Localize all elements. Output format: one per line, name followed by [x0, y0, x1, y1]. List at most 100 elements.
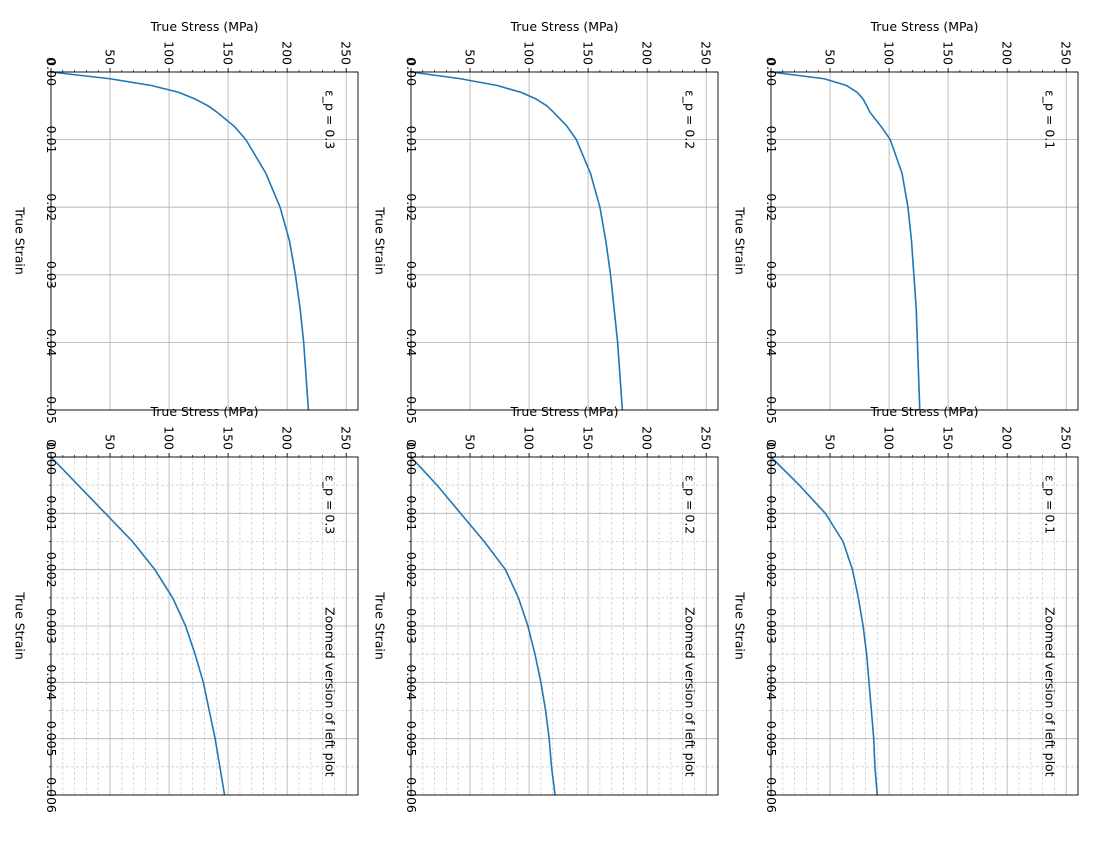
y-tick-label: 250 [339, 41, 354, 65]
x-tick-label: 0.00 [404, 58, 419, 86]
x-tick-label: 0.005 [44, 721, 59, 757]
stress-strain-line [770, 71, 921, 411]
x-tick-label: 0.000 [44, 439, 59, 475]
y-tick-label: 150 [221, 426, 236, 450]
panel-5: 0 50 100 150 200 250 0.000 0.001 0.002 0.003 0.004… [373, 404, 719, 813]
x-tick-label: 0.003 [44, 608, 59, 644]
x-tick-label: 0.03 [404, 261, 419, 289]
y-tick-label: 200 [1000, 426, 1015, 450]
y-tick-label: 200 [1000, 41, 1015, 65]
x-tick-label: 0.00 [764, 58, 779, 86]
stress-strain-line [50, 71, 310, 411]
y-tick-label: 200 [280, 41, 295, 65]
x-tick-label: 0.03 [44, 261, 59, 289]
y-tick-label: 0 [404, 442, 419, 450]
axes-frame [770, 71, 1079, 411]
x-tick-label: 0.05 [44, 396, 59, 424]
x-axis-label: True Strain [733, 206, 748, 275]
panel-1: 0 50 100 150 200 250 0.00 0.01 0.02 0.03 0.04 0.05 T… [13, 19, 359, 424]
y-tick-label: 50 [103, 434, 118, 450]
strain-annotation: ε_p = 0.1 [1043, 475, 1058, 534]
zoom-note: Zoomed version of left plot [683, 607, 698, 777]
y-tick-label: 100 [522, 426, 537, 450]
x-tick-label: 0.02 [764, 193, 779, 221]
y-tick-label: 50 [463, 434, 478, 450]
y-axis-label: True Stress (MPa) [149, 19, 258, 34]
x-tick-label: 0.01 [764, 126, 779, 154]
x-tick-label: 0.006 [764, 777, 779, 813]
y-tick-label: 150 [221, 41, 236, 65]
x-tick-label: 0.05 [404, 396, 419, 424]
y-tick-label: 250 [699, 426, 714, 450]
y-tick-label: 50 [823, 49, 838, 65]
x-tick-label: 0.01 [404, 126, 419, 154]
x-tick-label: 0.02 [44, 193, 59, 221]
y-tick-label: 150 [581, 426, 596, 450]
strain-annotation: ε_p = 0.2 [683, 90, 698, 149]
x-tick-label: 0.006 [44, 777, 59, 813]
x-tick-label: 0.004 [44, 664, 59, 700]
x-tick-label: 0.003 [764, 608, 779, 644]
panel-2: 0 50 100 150 200 250 0.00 0.01 0.02 0.03 0.04 0.05 T… [373, 19, 719, 424]
strain-annotation: ε_p = 0.3 [323, 90, 338, 149]
stress-strain-line [410, 71, 624, 411]
y-tick-label: 150 [581, 41, 596, 65]
x-tick-label: 0.002 [44, 552, 59, 588]
y-tick-label: 100 [882, 426, 897, 450]
y-axis-label: True Stress (MPa) [869, 404, 978, 419]
zoom-note: Zoomed version of left plot [1043, 607, 1058, 777]
y-tick-label: 100 [522, 41, 537, 65]
x-tick-label: 0.04 [764, 328, 779, 356]
y-tick-label: 150 [941, 41, 956, 65]
x-axis-label: True Strain [13, 591, 28, 660]
x-tick-label: 0.03 [764, 261, 779, 289]
panel-4: 0 50 100 150 200 250 0.000 0.001 0.002 0.003 0.004… [13, 404, 359, 813]
x-tick-label: 0.05 [764, 396, 779, 424]
x-tick-label: 0.002 [404, 552, 419, 588]
y-tick-label: 250 [339, 426, 354, 450]
strain-annotation: ε_p = 0.1 [1043, 90, 1058, 149]
x-tick-label: 0.004 [404, 664, 419, 700]
x-tick-label: 0.001 [44, 495, 59, 531]
x-tick-label: 0.006 [404, 777, 419, 813]
x-tick-label: 0.02 [404, 193, 419, 221]
y-tick-label: 50 [103, 49, 118, 65]
panel-6: 0 50 100 150 200 250 0.000 0.001 0.002 0.003 0.004… [733, 404, 1079, 813]
strain-annotation: ε_p = 0.3 [323, 475, 338, 534]
y-axis-label: True Stress (MPa) [149, 404, 258, 419]
x-tick-label: 0.004 [764, 664, 779, 700]
y-tick-label: 0 [764, 442, 779, 450]
x-tick-label: 0.00 [44, 58, 59, 86]
y-tick-label: 200 [640, 41, 655, 65]
x-tick-label: 0.001 [404, 495, 419, 531]
panel-3: 0 50 100 150 200 250 0.00 0.01 0.02 0.03 0.04 0.05 T… [733, 19, 1079, 424]
y-tick-label: 150 [941, 426, 956, 450]
y-tick-label: 250 [1059, 426, 1074, 450]
y-tick-label: 50 [463, 49, 478, 65]
y-axis-label: True Stress (MPa) [509, 404, 618, 419]
y-tick-label: 0 [764, 57, 779, 65]
y-tick-label: 0 [44, 442, 59, 450]
y-axis-label: True Stress (MPa) [509, 19, 618, 34]
x-tick-label: 0.04 [44, 328, 59, 356]
stress-strain-line [770, 456, 879, 796]
x-axis-label: True Strain [733, 591, 748, 660]
y-tick-label: 0 [404, 57, 419, 65]
y-tick-label: 250 [699, 41, 714, 65]
x-tick-label: 0.005 [764, 721, 779, 757]
y-tick-label: 100 [882, 41, 897, 65]
y-tick-label: 200 [280, 426, 295, 450]
y-tick-label: 250 [1059, 41, 1074, 65]
y-tick-label: 50 [823, 434, 838, 450]
stress-strain-line [50, 456, 226, 796]
x-tick-label: 0.01 [44, 126, 59, 154]
zoom-note: Zoomed version of left plot [323, 607, 338, 777]
x-tick-label: 0.000 [404, 439, 419, 475]
x-tick-label: 0.003 [404, 608, 419, 644]
x-tick-label: 0.002 [764, 552, 779, 588]
y-tick-label: 100 [162, 426, 177, 450]
stress-strain-line [410, 456, 556, 796]
x-tick-label: 0.04 [404, 328, 419, 356]
x-tick-label: 0.001 [764, 495, 779, 531]
